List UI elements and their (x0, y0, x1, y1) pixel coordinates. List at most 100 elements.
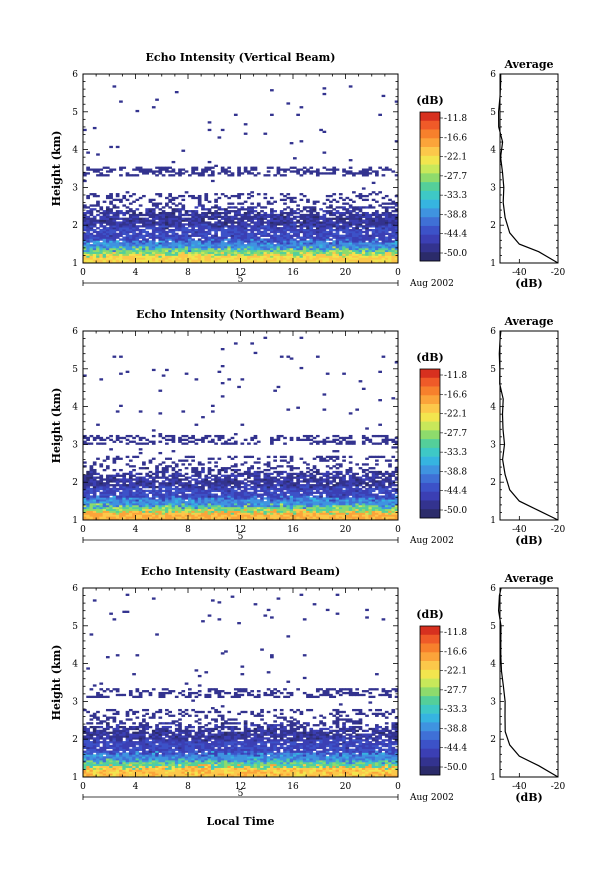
heatmap-cell (365, 232, 369, 236)
heatmap-cell (142, 234, 146, 237)
heatmap-cell (306, 217, 310, 220)
heatmap-cell (283, 470, 287, 474)
heatmap-cell (266, 227, 271, 230)
heatmap-cell (128, 514, 133, 517)
heatmap-cell (165, 261, 169, 264)
heatmap-cell (109, 145, 113, 149)
heatmap-cell (174, 497, 179, 500)
heatmap-cell (96, 230, 100, 234)
heatmap-cell (145, 518, 150, 521)
heatmap-cell (365, 194, 369, 198)
heatmap-cell (158, 499, 163, 502)
heatmap-cell (119, 487, 123, 491)
y-tick-label: 6 (72, 70, 78, 80)
heatmap-cell (358, 251, 363, 254)
heatmap-cell (89, 223, 94, 226)
heatmap-cell (293, 249, 297, 253)
heatmap-cell (276, 436, 281, 440)
heatmap-cell (325, 232, 330, 236)
heatmap-cell (178, 255, 182, 258)
heatmap-cell (345, 238, 350, 241)
heatmap-cell (250, 501, 255, 504)
heatmap-cell (220, 215, 225, 219)
heatmap-cell (83, 474, 87, 477)
heatmap-cell (135, 257, 140, 260)
heatmap-cell (361, 261, 366, 264)
heatmap-cell (319, 249, 323, 253)
heatmap-cell (240, 193, 245, 196)
heatmap-cell (325, 249, 330, 253)
heatmap-cell (286, 219, 291, 222)
heatmap-cell (178, 484, 182, 487)
heatmap-cell (86, 257, 90, 260)
heatmap-cell (194, 485, 199, 489)
heatmap-cell (201, 493, 205, 496)
heatmap-cell (145, 253, 150, 256)
heatmap-cell (322, 210, 327, 213)
heatmap-cell (289, 472, 294, 476)
heatmap-cell (283, 215, 287, 219)
heatmap-cell (233, 232, 238, 236)
heatmap-cell (165, 465, 169, 468)
heatmap-cell (283, 261, 287, 264)
heatmap-cell (296, 251, 300, 254)
heatmap-cell (197, 251, 202, 254)
heatmap-cell (368, 168, 373, 171)
heatmap-cell (119, 245, 123, 249)
heatmap-cell (174, 225, 179, 228)
heatmap-cell (253, 240, 258, 243)
heatmap-cell (256, 228, 261, 232)
heatmap-cell (230, 249, 235, 253)
heatmap-cell (220, 259, 225, 262)
heatmap-cell (83, 253, 87, 256)
heatmap-cell (342, 228, 346, 232)
heatmap-cell (92, 217, 97, 220)
heatmap-cell (289, 485, 294, 489)
heatmap-cell (270, 228, 274, 232)
heatmap-cell (247, 242, 251, 245)
heatmap-cell (86, 151, 90, 154)
heatmap-cell (388, 251, 392, 254)
heatmap-cell (224, 219, 228, 222)
heatmap-cell (253, 510, 258, 513)
heatmap-cell (89, 491, 94, 494)
heatmap-cell (384, 261, 389, 264)
heatmap-cell (168, 200, 172, 203)
heatmap-cell (286, 478, 291, 481)
heatmap-cell (155, 170, 159, 173)
heatmap-cell (148, 504, 153, 508)
heatmap-cell (355, 208, 360, 211)
heatmap-cell (148, 259, 153, 262)
heatmap-cell (132, 491, 136, 494)
heatmap-cell (102, 489, 107, 493)
heatmap-cell (178, 210, 182, 213)
heatmap-cell (142, 504, 146, 508)
heatmap-cell (263, 240, 268, 243)
heatmap-cell (184, 438, 189, 442)
heatmap-cell (224, 211, 228, 215)
heatmap-cell (279, 355, 284, 358)
heatmap-cell (237, 484, 241, 487)
heatmap-cell (283, 242, 287, 245)
heatmap-cell (210, 228, 215, 232)
heatmap-cell (155, 501, 159, 504)
heatmap-cell (293, 238, 297, 241)
heatmap-cell (171, 245, 176, 249)
heatmap-cell (89, 247, 94, 251)
heatmap-cell (375, 251, 379, 254)
heatmap-cell (237, 210, 241, 213)
heatmap-cell (178, 257, 182, 260)
heatmap-cell (168, 501, 172, 504)
heatmap-cell (243, 499, 248, 502)
heatmap-cell (263, 238, 268, 241)
heatmap-cell (306, 219, 310, 222)
heatmap-cell (119, 436, 123, 440)
heatmap-cell (335, 219, 340, 222)
heatmap-cell (253, 228, 258, 232)
heatmap-cell (237, 242, 241, 245)
heatmap-cell (217, 489, 222, 493)
heatmap-cell (207, 128, 212, 132)
heatmap-cell (230, 485, 235, 489)
heatmap-cell (253, 223, 258, 226)
heatmap-cell (168, 514, 172, 517)
